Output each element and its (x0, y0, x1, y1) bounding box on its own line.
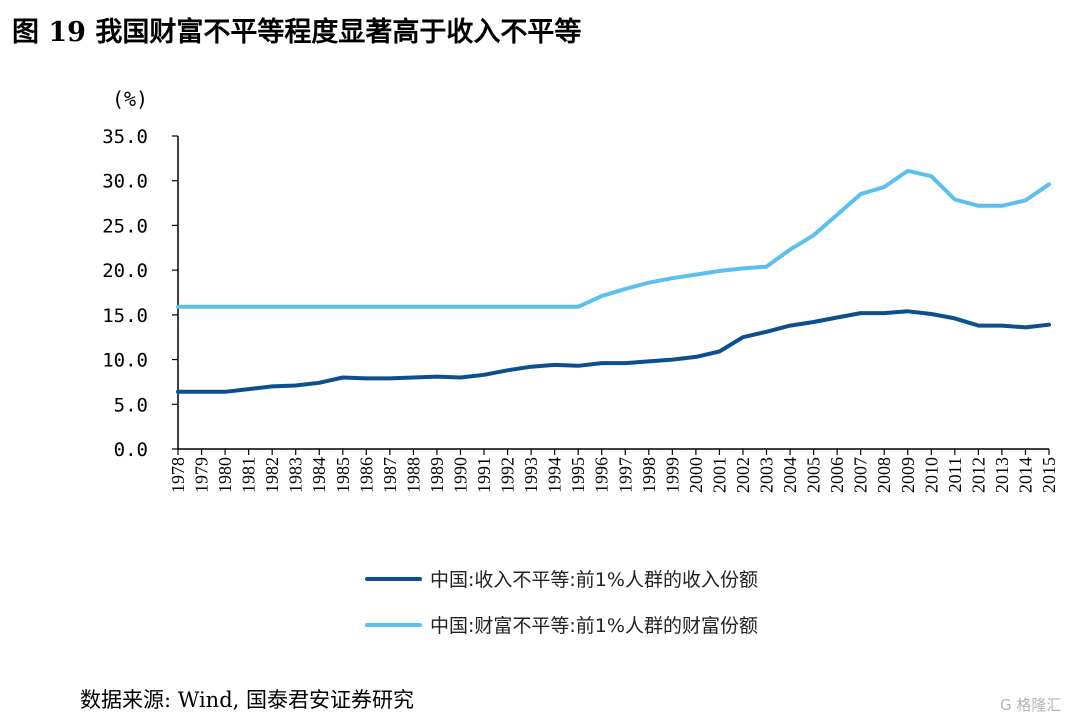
x-tick-label: 2005 (804, 457, 824, 493)
y-tick-label: 0.0 (114, 439, 148, 461)
y-tick-label: 10.0 (102, 350, 148, 372)
x-tick-label: 1997 (615, 457, 635, 493)
x-tick-label: 1998 (639, 457, 659, 493)
x-tick-label: 1988 (403, 457, 423, 493)
legend-label-income: 中国:收入不平等:前1%人群的收入份额 (430, 569, 758, 591)
x-tick-label: 1993 (521, 457, 541, 493)
x-tick-label: 1999 (662, 457, 682, 493)
x-tick-label: 2008 (874, 457, 894, 493)
x-tick-label: 2004 (780, 457, 800, 493)
x-tick-label: 1987 (380, 457, 400, 493)
source-note: 数据来源: Wind, 国泰君安证券研究 (80, 688, 414, 712)
x-tick-label: 2015 (1039, 457, 1059, 493)
y-tick-label: 30.0 (102, 171, 148, 193)
x-tick-label: 2014 (1015, 457, 1035, 493)
x-tick-label: 1996 (592, 457, 612, 493)
y-tick-label: 15.0 (102, 305, 148, 327)
y-tick-label: 35.0 (102, 126, 148, 148)
x-tick-label: 1978 (168, 457, 188, 493)
x-tick-label: 2000 (686, 457, 706, 493)
x-axis: 1978 1979 1980 1981 1982 1983 1984 1985 1986 1987… (168, 448, 1059, 493)
x-tick-label: 2010 (921, 457, 941, 493)
legend-label-wealth: 中国:财富不平等:前1%人群的财富份额 (430, 615, 758, 637)
x-tick-label: 1990 (450, 457, 470, 493)
series-line-income (176, 309, 1051, 394)
watermark-logo: G 格隆汇 (1000, 696, 1062, 714)
series-line-wealth (176, 168, 1051, 309)
x-tick-label: 1995 (568, 457, 588, 493)
x-tick-label: 1982 (262, 457, 282, 493)
x-tick-label: 1986 (356, 457, 376, 493)
x-tick-label: 2003 (757, 457, 777, 493)
x-tick-label: 1979 (192, 457, 212, 493)
x-tick-label: 1994 (545, 457, 565, 493)
x-tick-label: 2006 (827, 457, 847, 493)
y-tick-label: 25.0 (102, 215, 148, 237)
x-tick-label: 1981 (239, 457, 259, 493)
x-tick-label: 2002 (733, 457, 753, 493)
x-tick-label: 1983 (286, 457, 306, 493)
x-tick-label: 1980 (215, 457, 235, 493)
x-tick-label: 2001 (709, 457, 729, 493)
x-tick-label: 1989 (427, 457, 447, 493)
y-axis-unit-label: (%) (112, 87, 148, 111)
x-tick-label: 1991 (474, 457, 494, 493)
x-tick-label: 2012 (968, 457, 988, 493)
x-tick-label: 2011 (945, 457, 965, 492)
x-tick-label: 2009 (898, 457, 918, 493)
x-tick-label: 1984 (309, 457, 329, 493)
y-tick-label: 20.0 (102, 260, 148, 282)
series-lines (176, 168, 1051, 394)
y-axis: 0.0 5.0 10.0 15.0 20.0 25.0 30.0 35.0 (102, 126, 179, 461)
x-tick-label: 2013 (992, 457, 1012, 493)
x-tick-label: 1992 (498, 457, 518, 493)
x-tick-label: 1985 (333, 457, 353, 493)
figure-title: 图 19 我国财富不平等程度显著高于收入不平等 (12, 17, 582, 48)
y-tick-label: 5.0 (114, 394, 148, 416)
x-tick-label: 2007 (851, 457, 871, 493)
